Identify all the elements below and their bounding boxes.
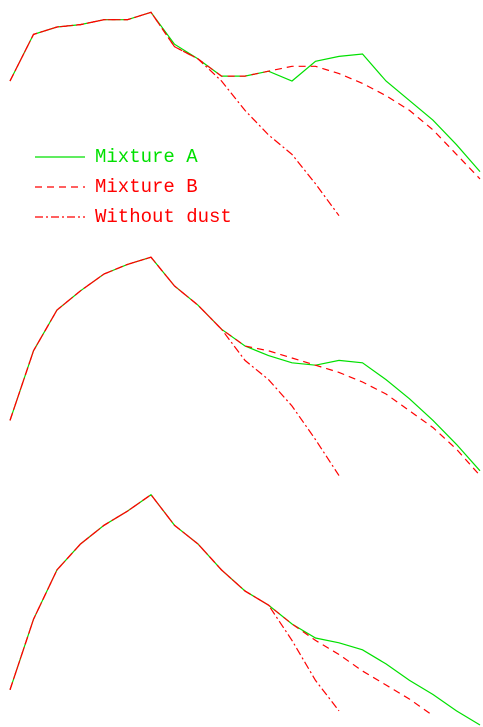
series-line xyxy=(9,11,481,172)
series-line xyxy=(9,256,481,476)
legend-label: Mixture A xyxy=(95,146,198,168)
series-line xyxy=(9,11,481,180)
series-line xyxy=(9,256,481,472)
series-line xyxy=(9,493,340,712)
legend-label: Without dust xyxy=(95,206,232,228)
series-line xyxy=(9,493,481,726)
series-line xyxy=(9,256,340,476)
series-line xyxy=(9,493,434,717)
legend-label: Mixture B xyxy=(95,176,198,198)
series-line xyxy=(9,11,340,217)
